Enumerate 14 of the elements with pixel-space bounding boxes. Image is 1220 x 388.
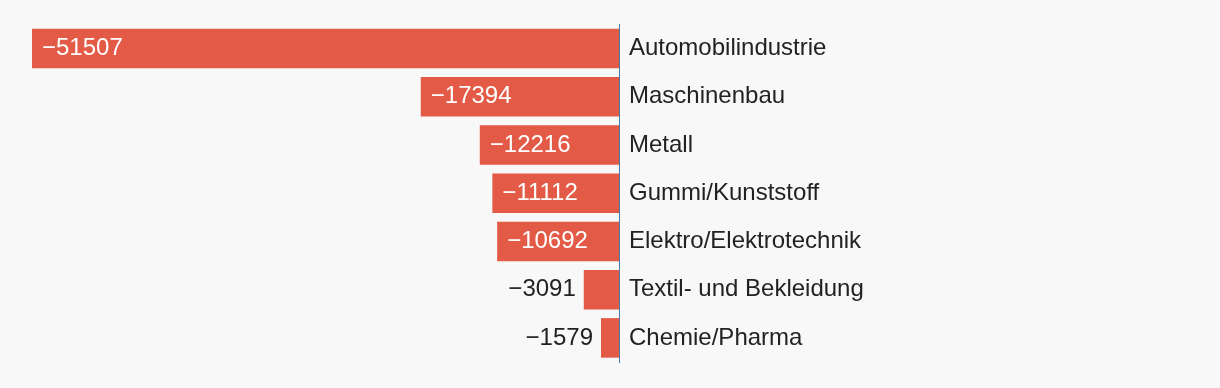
y-tick-label: Textil- und Bekleidung [629,274,864,302]
data-label: −17394 [430,81,512,109]
y-tick-label: Gummi/Kunststoff [629,177,820,205]
data-label: −3091 [508,274,576,302]
y-tick-label: Elektro/Elektrotechnik [629,226,863,254]
y-tick-label: Chemie/Pharma [629,322,804,350]
y-tick-label: Metall [629,129,694,157]
y-tick-label: Automobilindustrie [629,33,827,61]
data-label: −51507 [42,33,123,61]
y-tick-label: Maschinenbau [629,81,786,109]
data-label: −11112 [502,177,578,205]
data-label: −1579 [525,322,593,350]
data-label: −12216 [489,129,571,157]
data-label: −10692 [507,226,588,254]
